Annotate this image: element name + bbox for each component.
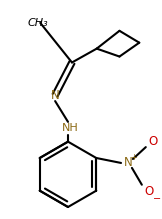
Text: +: + [130,152,137,162]
Text: −: − [153,194,161,204]
Text: O: O [148,135,157,148]
Text: NH: NH [62,123,78,133]
Text: O: O [144,185,153,198]
Text: N: N [51,89,59,102]
Text: CH₃: CH₃ [28,18,49,28]
Text: N: N [124,156,132,170]
